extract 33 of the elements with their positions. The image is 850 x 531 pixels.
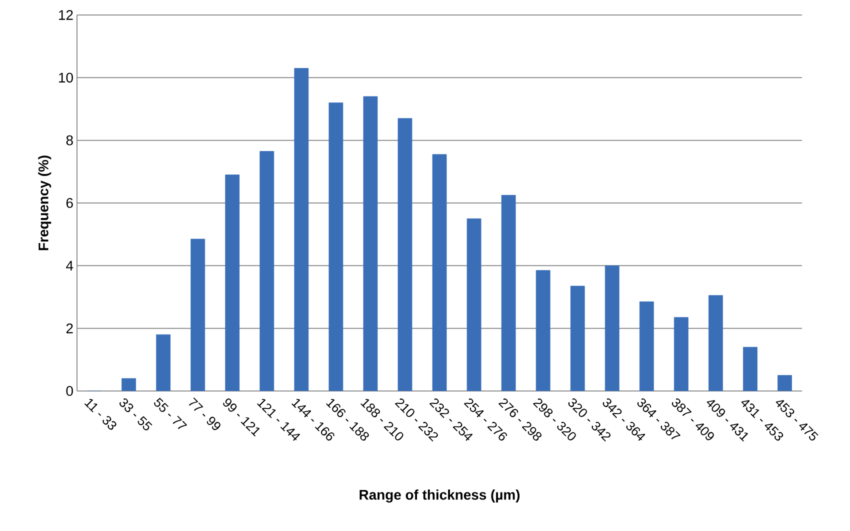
bar [432, 154, 447, 391]
bar [501, 194, 516, 391]
y-axis-title: Frequency (%) [38, 156, 52, 250]
bar [398, 118, 412, 391]
x-tick-label: 55 - 77 [154, 398, 188, 430]
y-tick-label: 6 [66, 198, 73, 208]
bar [363, 96, 378, 391]
bar [570, 286, 585, 391]
y-tick-label: 10 [59, 72, 73, 83]
bar [328, 102, 344, 391]
x-axis-title: Range of thickness (µm) [360, 490, 520, 503]
bar [466, 218, 482, 391]
bar [294, 68, 309, 391]
y-tick-label: 2 [66, 323, 73, 334]
bar [674, 317, 688, 391]
bar [778, 375, 792, 391]
y-tick-label: 0 [66, 386, 73, 396]
bar [190, 238, 206, 391]
bar [743, 346, 758, 391]
bar [225, 174, 240, 391]
x-tick-label: 11 - 33 [84, 398, 116, 430]
bar [604, 265, 620, 391]
bar [639, 301, 654, 391]
x-tick-label: 77 - 99 [188, 397, 220, 430]
bar [122, 378, 136, 391]
bar [536, 270, 550, 391]
bar [708, 295, 723, 391]
x-tick-label: 33 - 55 [119, 398, 152, 430]
y-tick-label: 12 [59, 10, 73, 20]
bar [260, 151, 274, 391]
y-tick-label: 8 [66, 135, 73, 146]
bar [156, 334, 171, 391]
y-tick-label: 4 [66, 260, 74, 270]
